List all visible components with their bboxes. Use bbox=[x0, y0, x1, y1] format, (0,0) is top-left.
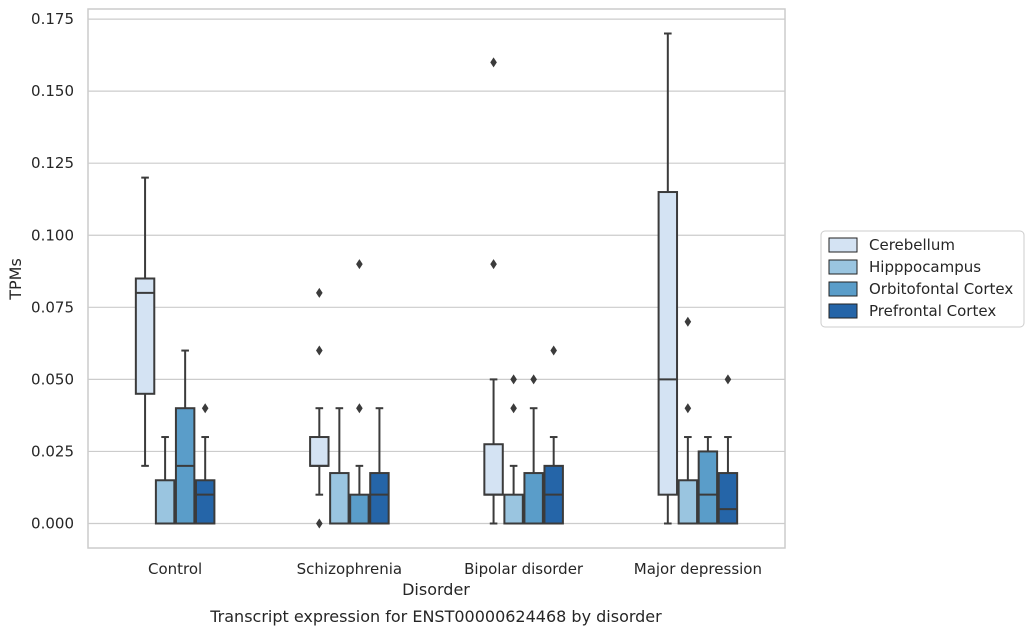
box bbox=[483, 443, 504, 496]
box-group bbox=[657, 32, 679, 525]
box-group bbox=[154, 436, 176, 525]
box bbox=[349, 493, 370, 525]
legend-swatch bbox=[828, 259, 858, 275]
box-group bbox=[134, 176, 156, 467]
box bbox=[657, 191, 679, 496]
box-group bbox=[329, 407, 350, 525]
legend-swatch bbox=[828, 237, 858, 253]
box bbox=[154, 479, 176, 525]
y-tick-label: 0.125 bbox=[31, 154, 74, 172]
y-tick-label: 0.050 bbox=[31, 370, 74, 388]
outlier-point bbox=[684, 403, 692, 414]
legend-label: Cerebellum bbox=[869, 236, 955, 254]
outlier-point bbox=[490, 259, 497, 270]
x-tick-labels: Control Schizophrenia Bipolar disorder Majo… bbox=[148, 560, 762, 578]
box bbox=[677, 479, 699, 525]
box-group bbox=[697, 436, 719, 525]
x-tick-label: Control bbox=[148, 560, 202, 578]
outlier-point bbox=[490, 57, 497, 68]
box-group bbox=[194, 403, 216, 525]
x-tick-label: Schizophrenia bbox=[297, 560, 402, 578]
plot-frame bbox=[87, 8, 786, 549]
outlier-point bbox=[356, 403, 363, 414]
outlier-point bbox=[316, 345, 323, 356]
legend-swatch bbox=[828, 281, 858, 297]
x-tick-label: Major depression bbox=[634, 560, 762, 578]
box-group bbox=[677, 316, 699, 525]
y-tick-label: 0.025 bbox=[31, 442, 74, 460]
legend-swatch bbox=[828, 303, 858, 319]
outlier-point bbox=[724, 374, 732, 385]
box bbox=[523, 472, 544, 525]
box-group bbox=[543, 345, 564, 525]
box-plot-marks bbox=[134, 32, 739, 529]
x-tick-label: Bipolar disorder bbox=[464, 560, 584, 578]
outlier-point bbox=[510, 374, 517, 385]
outlier-point bbox=[316, 518, 323, 529]
box-group bbox=[717, 374, 739, 525]
chart-title: Transcript expression for ENST0000062446… bbox=[209, 607, 662, 626]
box-group bbox=[483, 57, 504, 525]
box bbox=[369, 472, 390, 525]
legend-entries: Cerebellum Hipppocampus Orbitofontal Corte… bbox=[828, 236, 1013, 320]
x-axis-title: Disorder bbox=[402, 580, 470, 599]
box-group bbox=[174, 349, 196, 525]
legend-label: Prefrontal Cortex bbox=[869, 302, 996, 320]
box bbox=[309, 436, 330, 467]
box bbox=[194, 479, 216, 525]
outlier-point bbox=[316, 287, 323, 298]
box bbox=[503, 493, 524, 525]
legend-frame bbox=[820, 230, 1025, 328]
grid-lines bbox=[88, 18, 785, 525]
box-group bbox=[309, 287, 330, 529]
outlier-point bbox=[550, 345, 557, 356]
outlier-point bbox=[510, 403, 517, 414]
box bbox=[134, 277, 156, 395]
box bbox=[697, 450, 719, 525]
legend-label: Hipppocampus bbox=[869, 258, 981, 276]
outlier-point bbox=[684, 316, 692, 327]
outlier-point bbox=[530, 374, 537, 385]
y-tick-label: 0.000 bbox=[31, 515, 74, 533]
y-tick-label: 0.150 bbox=[31, 82, 74, 100]
outlier-point bbox=[201, 403, 209, 414]
y-tick-labels: 0.000 0.025 0.050 0.075 0.100 0.125 0.150 0.175 bbox=[31, 10, 74, 532]
y-tick-label: 0.100 bbox=[31, 226, 74, 244]
box bbox=[717, 472, 739, 525]
outlier-point bbox=[356, 259, 363, 270]
y-tick-label: 0.075 bbox=[31, 298, 74, 316]
box-group bbox=[369, 407, 390, 525]
box bbox=[329, 472, 350, 525]
box-group bbox=[503, 374, 524, 525]
y-tick-label: 0.175 bbox=[31, 10, 74, 28]
box-group bbox=[349, 259, 370, 525]
legend: Cerebellum Hipppocampus Orbitofontal Corte… bbox=[820, 230, 1025, 328]
y-axis-title: TPMs bbox=[6, 258, 25, 301]
legend-label: Orbitofontal Cortex bbox=[869, 280, 1013, 298]
box-group bbox=[523, 374, 544, 525]
